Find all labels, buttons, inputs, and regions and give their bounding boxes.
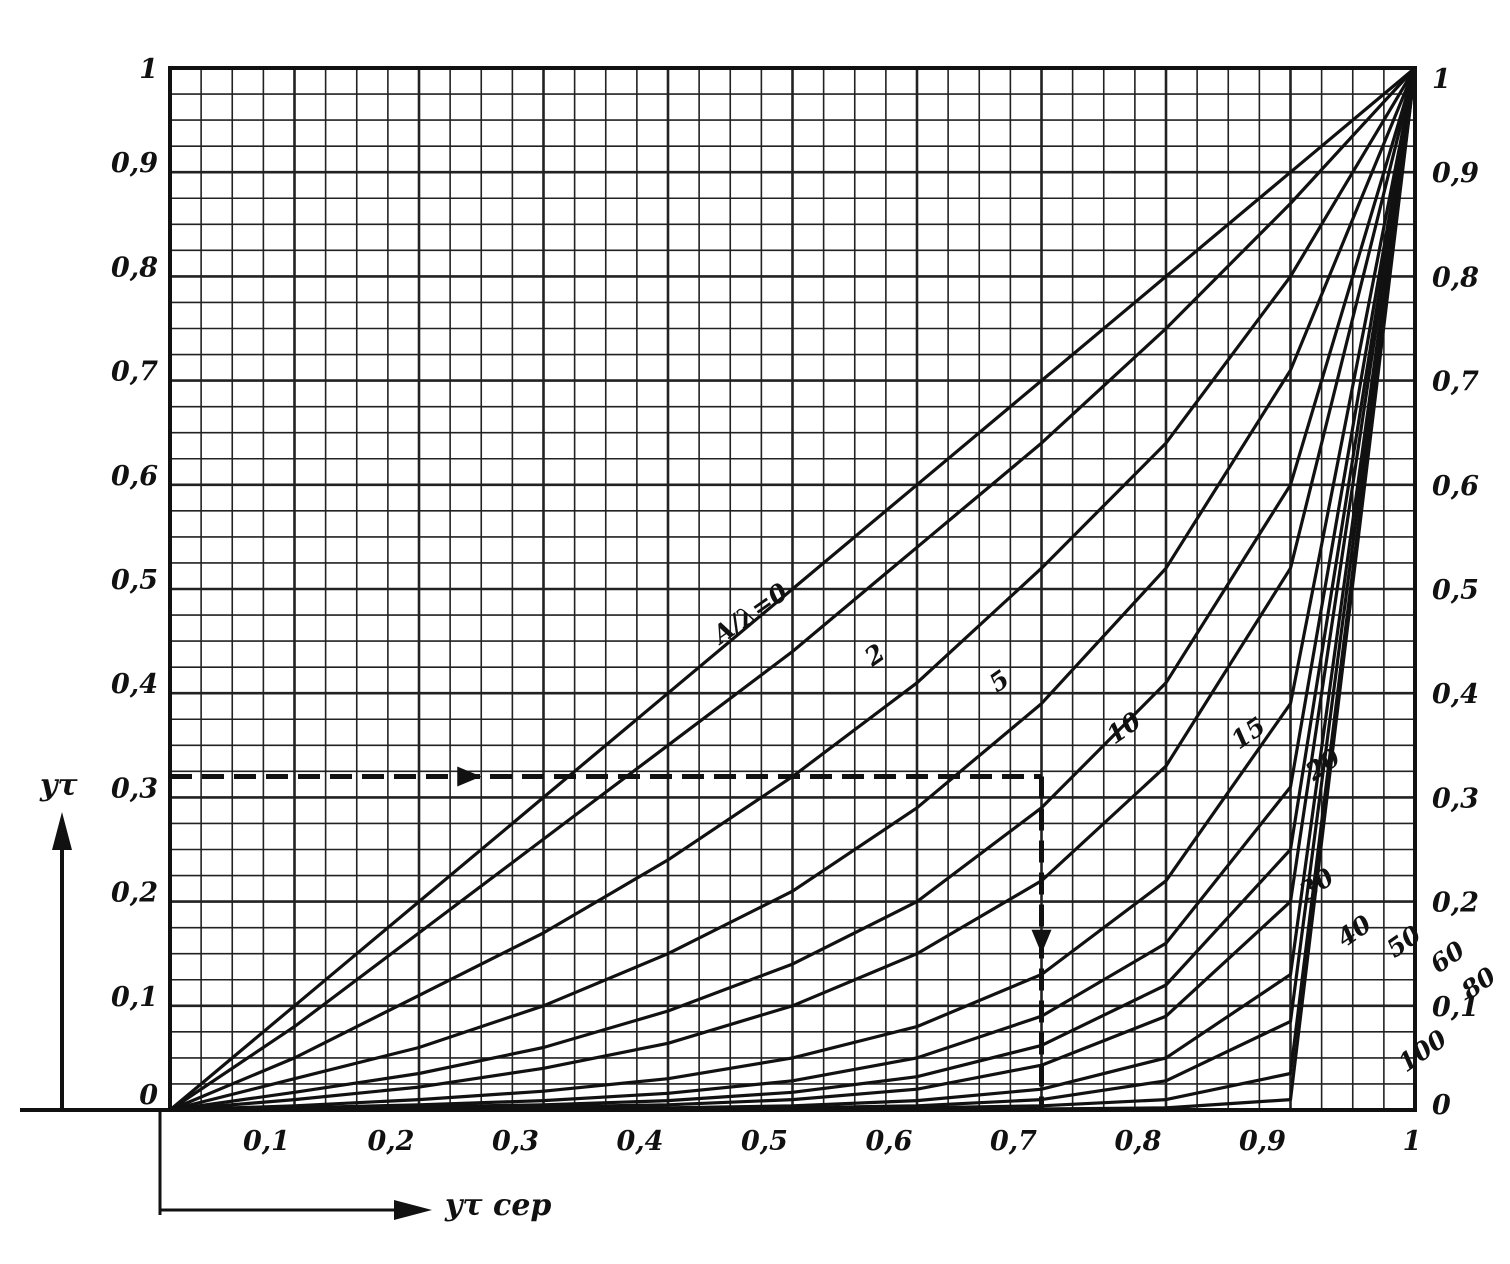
x-tick-label: 0,2 xyxy=(368,1126,415,1157)
series-curve-250 xyxy=(170,67,1417,1112)
y-tick-label-right: 0,2 xyxy=(1432,888,1479,919)
y-tick-label-left: 0,4 xyxy=(111,669,158,700)
x-tick-label: 0,5 xyxy=(741,1126,788,1157)
guide-annotation xyxy=(170,766,1052,1110)
y-tick-label-left: 0,5 xyxy=(111,565,158,596)
y-tick-label-right: 0,1 xyxy=(1432,992,1479,1023)
x-tick-label: 1 xyxy=(1403,1126,1422,1157)
y-tick-label-right: 1 xyxy=(1432,64,1451,95)
x-tick-label: 0,8 xyxy=(1115,1126,1162,1157)
x-tick-label: 0,1 xyxy=(243,1126,290,1157)
y-tick-label-left: 0,1 xyxy=(111,982,158,1013)
x-tick-label: 0,6 xyxy=(866,1126,913,1157)
curve-labels: A/λ=0251015203040506080100150250 xyxy=(706,577,1502,1078)
series-curve-15 xyxy=(169,67,1417,1112)
series-curve-10 xyxy=(169,67,1417,1112)
y-tick-label-left: 0,3 xyxy=(111,773,158,804)
y-tick-label-left: 0,8 xyxy=(111,252,158,283)
y-tick-label-left: 1 xyxy=(139,54,158,85)
y-axis-arrowhead xyxy=(52,812,72,850)
x-tick-label: 0,9 xyxy=(1239,1126,1286,1157)
series-curve-40 xyxy=(169,67,1417,1112)
y-tick-label-right: 0,7 xyxy=(1432,367,1479,398)
y-tick-label-left: 0,6 xyxy=(111,461,158,492)
y-tick-label-right: 0,5 xyxy=(1432,575,1479,606)
series-curve-50 xyxy=(169,67,1417,1112)
y-tick-label-left: 0,7 xyxy=(111,357,158,388)
y-tick-label-left: 0,9 xyxy=(111,148,158,179)
x-axis-arrowhead xyxy=(394,1200,432,1220)
y-tick-label-right: 0,4 xyxy=(1432,679,1479,710)
y-tick-label-left: 0,2 xyxy=(111,878,158,909)
y-tick-label-right: 0,9 xyxy=(1432,158,1479,189)
curve-label: 50 xyxy=(1381,919,1427,963)
guide-arrowhead-horizontal xyxy=(457,766,482,787)
x-tick-label: 0,3 xyxy=(492,1126,539,1157)
series-curve-20 xyxy=(169,67,1417,1112)
series-group xyxy=(168,66,1417,1112)
curve-label: 40 xyxy=(1332,909,1378,953)
x-axis-label: yτ сер xyxy=(444,1188,551,1223)
x-tick-label: 0,4 xyxy=(617,1126,664,1157)
series-curve-2 xyxy=(169,66,1417,1112)
curve-label: 15 xyxy=(1226,711,1271,755)
x-tick-label: 0,7 xyxy=(990,1126,1037,1157)
y-tick-label-right: 0,6 xyxy=(1432,471,1479,502)
y-tick-label-right: 0,3 xyxy=(1432,783,1479,814)
y-tick-label-right: 0 xyxy=(1432,1090,1451,1121)
y-tick-label-right: 0,8 xyxy=(1432,262,1479,293)
series-curve-A0 xyxy=(168,66,1417,1112)
axes xyxy=(20,1108,1415,1215)
guide-arrowhead-vertical xyxy=(1031,929,1052,954)
tick-labels: 0 0 0,1 0,1 0,2 0,2 0,3 0,3 0,4 0,4 0,5 0,5 0,6 0,6 0,… xyxy=(111,54,1479,1157)
y-axis-label: yτ xyxy=(39,768,78,803)
y-tick-label-left: 0 xyxy=(139,1080,158,1111)
curve-label: 60 xyxy=(1425,935,1471,979)
series-curve-30 xyxy=(169,67,1417,1112)
